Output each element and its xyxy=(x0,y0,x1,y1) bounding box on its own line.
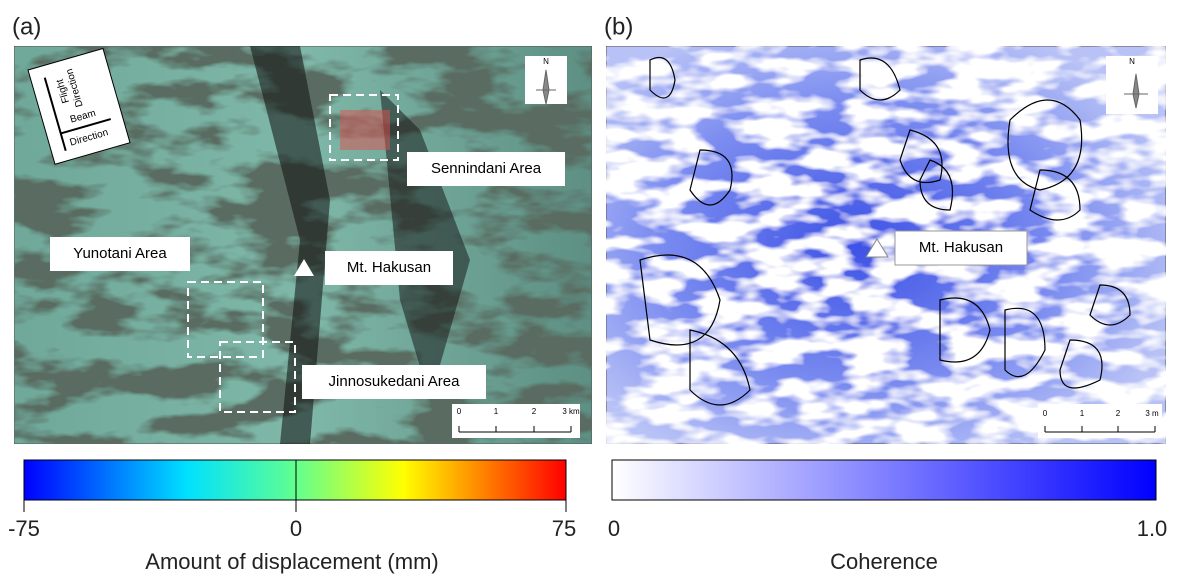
colorbar-tick: 0 xyxy=(290,516,302,541)
area-label: Mt. Hakusan xyxy=(347,259,431,276)
scale-label: 3 m xyxy=(1145,409,1159,418)
colorbar xyxy=(612,460,1156,500)
colorbar-tick: 0 xyxy=(608,516,620,541)
scale-label: 2 xyxy=(532,407,537,416)
figure: (a) Flight Direction Beam Direction N Se… xyxy=(0,0,1177,576)
area-label: Yunotani Area xyxy=(73,245,167,262)
colorbar-title: Coherence xyxy=(830,549,938,574)
scale-label: 0 xyxy=(1043,409,1048,418)
scale-label: 3 km xyxy=(562,407,580,416)
colorbar-tick: 75 xyxy=(552,516,576,541)
colorbar-tick: 1.0 xyxy=(1137,516,1168,541)
scale-label: 2 xyxy=(1116,409,1121,418)
scale-label: 0 xyxy=(457,407,462,416)
scale-label: 1 xyxy=(494,407,499,416)
area-label: Mt. Hakusan xyxy=(919,239,1003,256)
scale-label: 1 xyxy=(1080,409,1085,418)
colorbar-title: Amount of displacement (mm) xyxy=(145,549,438,574)
area-label: Sennindani Area xyxy=(431,160,542,177)
panel-label: (a) xyxy=(12,13,41,40)
area-label: Jinnosukedani Area xyxy=(329,373,461,390)
colorbar-tick: -75 xyxy=(8,516,40,541)
colorbar xyxy=(24,460,566,500)
north-label: N xyxy=(1129,57,1135,66)
north-label: N xyxy=(543,57,549,66)
panel-label: (b) xyxy=(604,13,633,40)
